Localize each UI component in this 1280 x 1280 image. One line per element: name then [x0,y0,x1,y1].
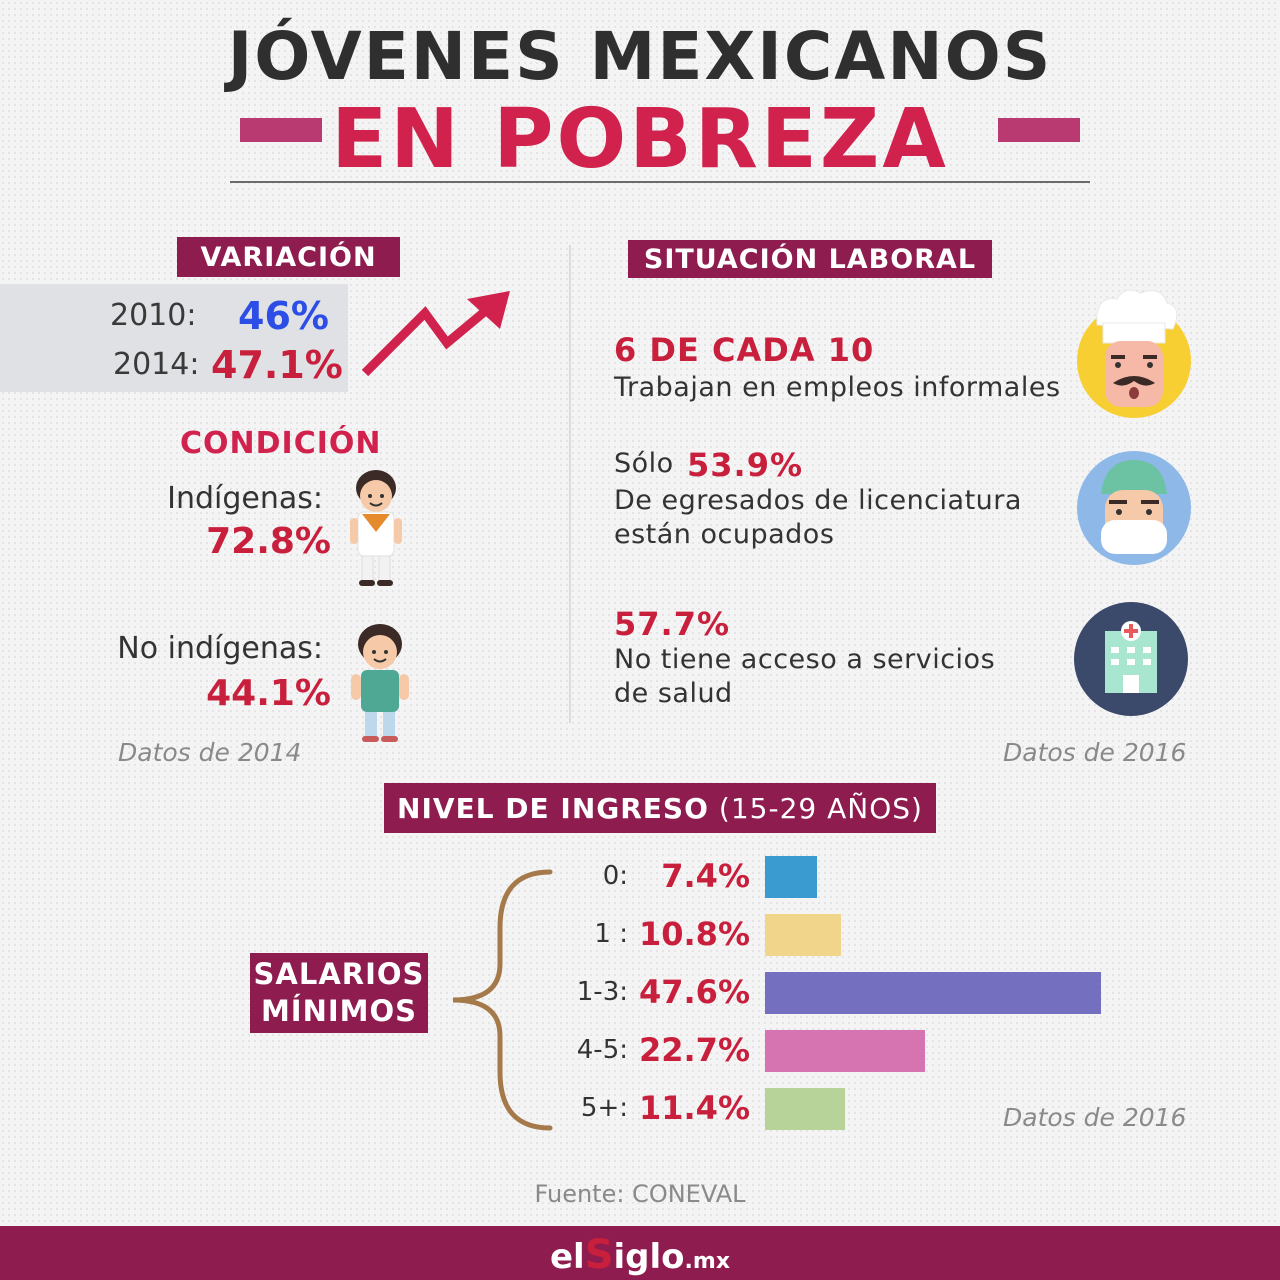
bar-value-label: 11.4% [638,1089,750,1127]
bar-category-label: 1 : [594,919,628,949]
ingreso-label-sub: (15-29 AÑOS) [718,791,923,825]
condicion-note: Datos de 2014 [118,738,302,767]
title-dash-right [998,118,1080,142]
condicion-label: CONDICIÓN [180,426,382,461]
laboral-item3-value: 57.7% [614,605,731,643]
bar-category-label: 1-3: [576,977,628,1007]
bar [765,1088,845,1130]
doctor-icon [1077,451,1191,565]
variacion-tag: VARIACIÓN [177,237,400,277]
variacion-box [0,284,348,392]
laboral-item1-text: Trabajan en empleos informales [614,372,1061,403]
variacion-year-2010: 2010: [110,298,197,333]
salarios-line2: MÍNIMOS [260,994,418,1028]
laboral-tag: SITUACIÓN LABORAL [628,240,992,278]
no-indigenas-label: No indígenas: [117,631,323,666]
indigenas-value: 72.8% [206,521,331,562]
indigenous-child-icon [350,470,402,586]
title-line1: JÓVENES MEXICANOS [227,18,1053,95]
bar [765,856,817,898]
ingreso-tag: NIVEL DE INGRESO (15-29 AÑOS) [384,783,936,833]
bar [765,1030,925,1072]
title-divider [230,181,1090,183]
variacion-value-2014: 47.1% [211,343,343,387]
bar-value-label: 47.6% [638,973,750,1011]
ingreso-note: Datos de 2016 [1003,1103,1187,1132]
column-divider [569,245,571,723]
no-indigenas-value: 44.1% [206,673,331,714]
bar-value-label: 10.8% [638,915,750,953]
child-icon [351,624,409,742]
laboral-item2-value: 53.9% [687,446,804,484]
laboral-item3-line2: de salud [614,678,733,709]
bar-value-label: 22.7% [638,1031,750,1069]
logo-el: el [549,1237,585,1277]
bar-category-label: 4-5: [576,1035,628,1065]
trend-up-arrow-icon [361,291,510,377]
variacion-value-2010: 46% [238,294,329,338]
logo-iglo: iglo [613,1237,685,1277]
chef-icon [1077,289,1191,418]
bar-category-label: 0: [602,861,628,891]
indigenas-label: Indígenas: [167,481,323,516]
bar-value-label: 7.4% [661,857,750,895]
title-dash-left [240,118,322,142]
laboral-item1-head: 6 DE CADA 10 [614,331,875,369]
logo-mx: .mx [684,1249,731,1274]
laboral-item2-line2: están ocupados [614,519,835,550]
salarios-minimos-tag: SALARIOS MÍNIMOS [250,953,428,1033]
logo-s: S [584,1232,614,1278]
variacion-year-2014: 2014: [113,347,200,382]
laboral-note: Datos de 2016 [1003,738,1187,767]
bar-category-label: 5+: [580,1093,628,1123]
bar [765,972,1101,1014]
bar [765,914,841,956]
hospital-icon [1074,602,1188,716]
laboral-item3-line1: No tiene acceso a servicios [614,644,996,675]
laboral-item2-prefix: Sólo [614,448,674,479]
footer-bar [0,1226,1280,1280]
elsiglo-logo: elSiglo.mx [0,1232,1280,1278]
source-text: Fuente: CONEVAL [534,1180,746,1208]
salarios-line1: SALARIOS [253,957,425,991]
laboral-item2-line1: De egresados de licenciatura [614,485,1022,516]
curly-brace-icon [452,869,553,1131]
title-line2: EN POBREZA [331,92,949,187]
ingreso-label: NIVEL DE INGRESO [397,791,709,825]
